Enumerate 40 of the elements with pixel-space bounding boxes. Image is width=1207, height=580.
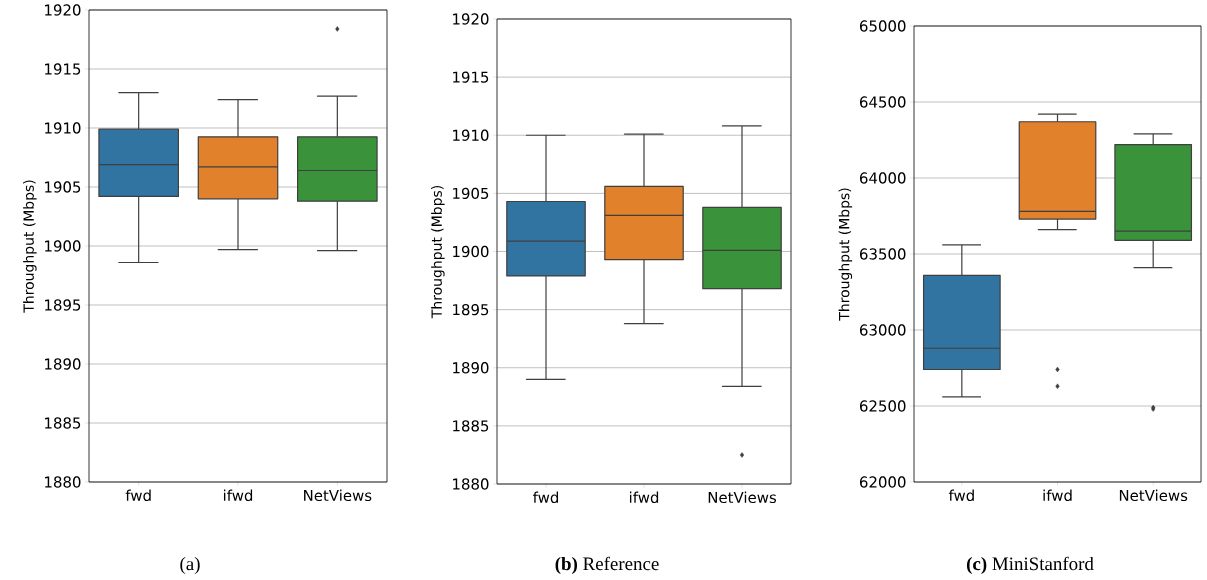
y-tick-label: 1890	[453, 362, 489, 374]
y-tick-label: 1905	[45, 181, 81, 193]
x-tick-label: fwd	[533, 491, 559, 504]
text: (c) MiniStanford	[966, 556, 1094, 575]
x-tick-label: NetViews	[708, 491, 777, 504]
text: (a)	[180, 556, 200, 575]
y-tick-label: 1915	[45, 63, 81, 75]
y-tick-label: 65000	[860, 20, 906, 32]
y-tick-label: 64000	[860, 172, 906, 184]
y-tick-label: 1895	[45, 299, 81, 311]
y-tick-label: 63000	[860, 324, 906, 336]
y-tick-label: 1915	[453, 71, 489, 83]
y-tick-label: 1880	[45, 476, 81, 488]
y-tick-label: 62500	[860, 400, 906, 412]
y-tick-label: 1910	[453, 129, 489, 141]
y-axis-title: Throughput (Mbps)	[23, 180, 37, 313]
y-tick-label: 1905	[453, 187, 489, 200]
y-axis-title: Throughput (Mbps)	[431, 186, 445, 319]
y-tick-label: 1895	[453, 303, 489, 316]
text: (b) Reference	[555, 556, 659, 575]
y-tick-label: 1885	[453, 420, 489, 432]
y-tick-label: 1880	[453, 478, 489, 490]
x-tick-label: fwd	[948, 489, 974, 502]
y-tick-label: 63500	[860, 248, 906, 260]
y-tick-label: 1890	[45, 358, 81, 370]
x-tick-label: NetViews	[304, 489, 372, 502]
y-tick-label: 1900	[453, 245, 489, 258]
x-tick-label: ifwd	[223, 489, 253, 502]
y-tick-label: 1920	[453, 13, 489, 25]
y-axis-title: Throughput (Mbps)	[838, 188, 853, 321]
y-tick-label: 1885	[45, 417, 81, 429]
x-tick-label: NetViews	[1119, 489, 1188, 502]
x-tick-label: ifwd	[629, 491, 659, 504]
x-tick-label: ifwd	[1043, 489, 1072, 502]
x-tick-label: fwd	[125, 489, 151, 502]
y-tick-label: 1920	[45, 4, 81, 16]
y-tick-label: 1900	[45, 240, 81, 252]
y-tick-label: 64500	[860, 96, 906, 108]
y-tick-label: 1910	[45, 122, 81, 134]
y-tick-label: 62000	[860, 476, 906, 488]
